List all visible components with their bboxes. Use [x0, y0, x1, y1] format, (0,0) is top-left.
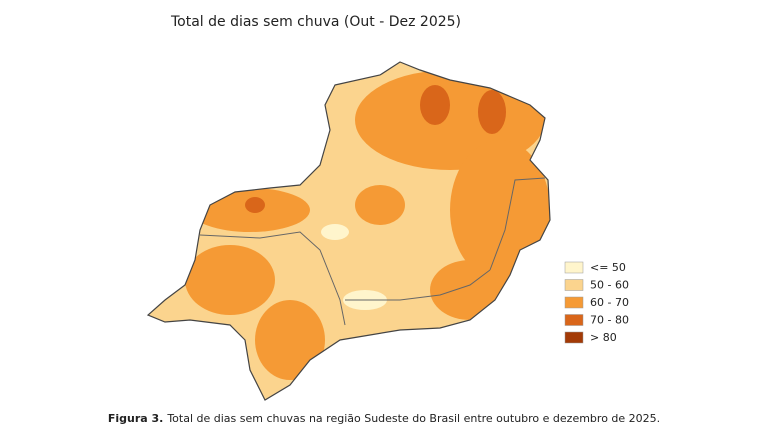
- legend-swatch: [564, 314, 584, 326]
- legend-label: 50 - 60: [590, 279, 629, 292]
- legend-swatch: [564, 261, 584, 274]
- legend-label: 60 - 70: [590, 296, 629, 309]
- map-title: Total de dias sem chuva (Out - Dez 2025): [170, 14, 461, 30]
- legend-swatch: [564, 279, 584, 291]
- legend-label: 70 - 80: [590, 314, 629, 327]
- caption-label: Figura 3.: [108, 412, 164, 425]
- legend: <= 50 50 - 60 60 - 70 70 - 80 > 80: [564, 261, 629, 344]
- region-outline: [146, 61, 551, 401]
- caption: Figura 3. Total de dias sem chuvas na reg…: [108, 412, 660, 425]
- caption-text: Total de dias sem chuvas na região Sudes…: [166, 412, 660, 425]
- legend-label: <= 50: [590, 261, 626, 274]
- region-map: [148, 62, 550, 400]
- legend-swatch: [564, 296, 584, 309]
- legend-label: > 80: [590, 331, 617, 344]
- legend-swatch: [564, 331, 584, 344]
